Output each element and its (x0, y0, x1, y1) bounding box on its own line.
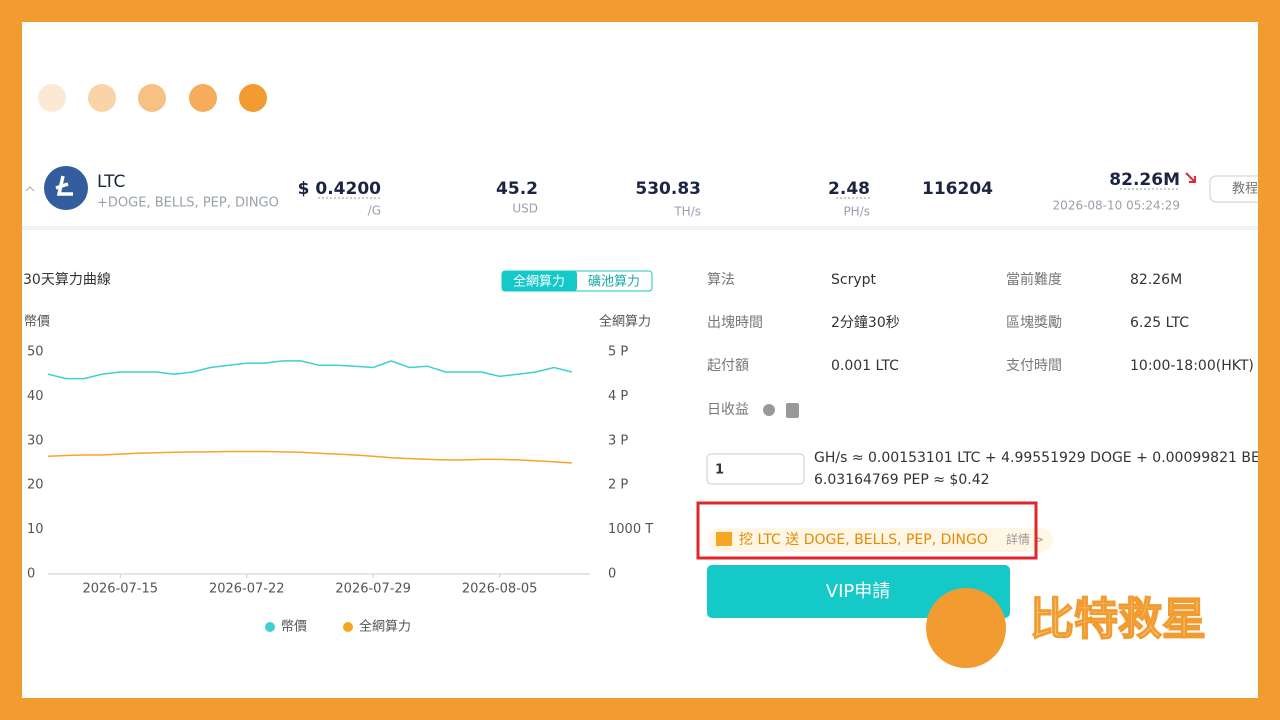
difficulty: 82.26M (1109, 170, 1180, 190)
detail-value: 0.001 LTC (831, 358, 899, 374)
detail-value: 2分鐘30秒 (831, 314, 900, 331)
promo-bg (708, 528, 1053, 552)
value-unit: USD (512, 202, 538, 216)
pool-hashrate: 530.83 (635, 179, 701, 199)
series-line (47, 360, 573, 380)
y2-tick-label: 3 P (608, 433, 628, 448)
details: 算法 Scrypt 當前難度 82.26M 出塊時間 2分鐘30秒 區塊獎勵 6.25 LTC… (707, 271, 1254, 374)
detail-value: 10:00-18:00(HKT) (1130, 358, 1254, 374)
dot (88, 84, 116, 112)
watermark: 比特救星 (1030, 594, 1206, 645)
detail-label: 區塊獎勵 (1006, 315, 1062, 331)
price-unit: /G (368, 204, 381, 218)
amount-input[interactable] (706, 453, 805, 485)
x-tick-label: 2026-07-22 (209, 582, 285, 597)
y2-tick-label: 5 P (608, 345, 628, 360)
coin-value: 45.2 (496, 179, 538, 199)
coin-merged: +DOGE, BELLS, PEP, DINGO (97, 196, 279, 211)
help-icon[interactable] (763, 404, 775, 416)
tab-active[interactable] (502, 271, 577, 291)
pool-unit: TH/s (673, 205, 701, 219)
y2-axis-label: 全網算力 (599, 314, 651, 330)
dot (38, 84, 66, 112)
daily-label: 日收益 (707, 402, 749, 418)
detail-value: 6.25 LTC (1130, 315, 1189, 331)
logo-badge (926, 588, 1006, 668)
tab-label[interactable]: 全網算力 (513, 274, 565, 290)
detail-label: 當前難度 (1006, 271, 1062, 288)
coin-icon (44, 166, 88, 210)
network-hashrate: 2.48 (828, 179, 870, 199)
detail-label: 支付時間 (1006, 358, 1062, 374)
y2-tick-label: 4 P (608, 389, 628, 404)
detail-label: 算法 (707, 272, 735, 288)
y-tick-label: 20 (27, 478, 44, 493)
dot (189, 84, 217, 112)
network-unit: PH/s (843, 205, 870, 219)
coin-icon-glyph (55, 175, 73, 196)
promo-link[interactable]: 詳情 > (1006, 532, 1044, 547)
y-tick-label: 30 (27, 433, 44, 448)
price: $ 0.4200 (298, 179, 382, 199)
dot (239, 84, 267, 112)
y-tick-label: 40 (27, 389, 44, 404)
chart-title: 30天算力曲線 (23, 272, 111, 288)
calc-line: GH/s ≈ 0.00153101 LTC + 4.99551929 DOGE … (814, 450, 1268, 466)
y-tick-label: 10 (27, 522, 44, 537)
y-tick-label: 0 (27, 567, 35, 582)
series-line (47, 450, 572, 464)
x-tick-label: 2026-07-15 (82, 582, 158, 597)
y-axis-label: 幣價 (24, 315, 50, 330)
block-height: 116204 (922, 179, 993, 199)
updated-time: 2026-08-10 05:24:29 (1053, 199, 1180, 213)
detail-value: Scrypt (831, 272, 877, 288)
legend-label: 全網算力 (359, 619, 411, 635)
detail-value: 82.26M (1130, 272, 1182, 288)
detail-label: 起付額 (707, 358, 749, 374)
detail-label: 出塊時間 (707, 315, 763, 331)
panel (22, 22, 1258, 698)
calc-line: 6.03164769 PEP ≈ $0.42 (814, 472, 990, 488)
x-tick-label: 2026-08-05 (462, 582, 538, 597)
amount-value[interactable]: 1 (715, 463, 724, 478)
y2-tick-label: 0 (608, 567, 616, 582)
y2-tick-label: 1000 T (608, 522, 653, 537)
vip-label[interactable]: VIP申請 (826, 581, 890, 602)
coin-name: LTC (97, 172, 125, 192)
legend-marker (343, 622, 353, 632)
legend-label: 幣價 (281, 620, 307, 635)
y-tick-label: 50 (27, 345, 44, 360)
y2-tick-label: 2 P (608, 478, 628, 493)
gift-icon (716, 532, 732, 546)
down-arrow (1185, 172, 1196, 183)
highlight-box (696, 501, 1038, 560)
calc-icon[interactable] (786, 403, 799, 418)
collapse-icon[interactable] (25, 186, 35, 192)
tab-label[interactable]: 礦池算力 (588, 274, 640, 290)
dot (138, 84, 166, 112)
tutorial-label[interactable]: 教程 (1232, 181, 1258, 197)
promo-text[interactable]: 挖 LTC 送 DOGE, BELLS, PEP, DINGO (739, 532, 988, 548)
coin-row (22, 160, 1258, 228)
x-tick-label: 2026-07-29 (335, 582, 411, 597)
legend-marker (265, 622, 275, 632)
tutorial-button[interactable] (1209, 175, 1280, 203)
